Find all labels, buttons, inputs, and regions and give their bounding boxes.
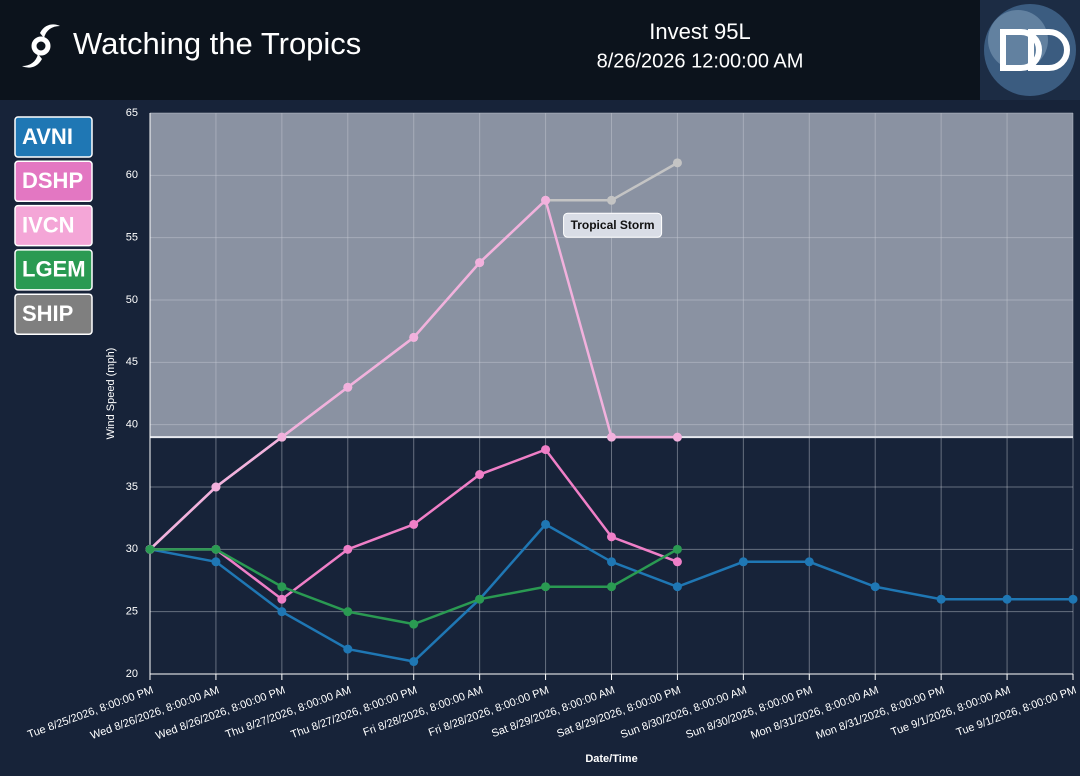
data-point bbox=[145, 544, 155, 554]
data-point bbox=[409, 657, 419, 667]
data-point bbox=[409, 619, 419, 629]
data-point bbox=[277, 582, 287, 592]
data-point bbox=[1068, 594, 1078, 604]
data-point bbox=[738, 557, 748, 567]
data-point bbox=[607, 195, 616, 205]
data-point bbox=[607, 582, 616, 592]
legend-button[interactable]: SHIP bbox=[14, 293, 93, 335]
data-point bbox=[277, 607, 287, 617]
data-point bbox=[672, 158, 682, 168]
data-point bbox=[541, 519, 551, 529]
legend-button-label[interactable]: DSHP bbox=[22, 168, 83, 193]
y-tick-label: 35 bbox=[126, 481, 138, 493]
legend-button-label[interactable]: LGEM bbox=[22, 257, 86, 282]
data-point bbox=[475, 470, 485, 480]
data-point bbox=[211, 482, 221, 492]
y-tick-label: 50 bbox=[126, 294, 138, 306]
annotation-text: Tropical Storm bbox=[571, 218, 655, 232]
y-tick-label: 30 bbox=[126, 543, 138, 555]
legend-button-label[interactable]: AVNI bbox=[22, 124, 73, 149]
storm-name: Invest 95L bbox=[649, 19, 751, 44]
data-point bbox=[211, 557, 221, 567]
data-point bbox=[475, 594, 485, 604]
data-point bbox=[343, 382, 353, 392]
y-tick-label: 65 bbox=[126, 107, 138, 119]
data-point bbox=[343, 544, 353, 554]
tropical-storm-zone bbox=[150, 113, 1073, 438]
legend-button-label[interactable]: SHIP bbox=[22, 301, 73, 326]
legend-button-box[interactable] bbox=[14, 116, 93, 158]
legend-button-box[interactable] bbox=[14, 249, 93, 291]
data-point bbox=[607, 557, 616, 567]
data-point bbox=[409, 332, 419, 342]
y-tick-label: 40 bbox=[126, 419, 138, 431]
data-point bbox=[277, 594, 287, 604]
data-point bbox=[607, 432, 616, 442]
threshold-annotation: Tropical Storm bbox=[563, 212, 663, 238]
y-tick-label: 60 bbox=[126, 169, 138, 181]
annotation-box bbox=[563, 212, 663, 238]
y-tick-label: 55 bbox=[126, 232, 138, 244]
data-point bbox=[277, 432, 287, 442]
app-title: Watching the Tropics bbox=[73, 26, 361, 61]
storm-datetime: 8/26/2026 12:00:00 AM bbox=[597, 50, 804, 72]
data-point bbox=[475, 258, 485, 268]
legend-button[interactable]: DSHP bbox=[14, 160, 93, 203]
legend-button-box[interactable] bbox=[14, 204, 93, 247]
data-point bbox=[672, 544, 682, 554]
data-point bbox=[541, 195, 551, 205]
data-point bbox=[672, 432, 682, 442]
data-point bbox=[804, 557, 814, 567]
y-axis-label: Wind Speed (mph) bbox=[105, 348, 117, 440]
y-tick-label: 45 bbox=[126, 356, 138, 368]
data-point bbox=[672, 557, 682, 567]
data-point bbox=[607, 532, 616, 542]
legend-button-box[interactable] bbox=[14, 293, 93, 335]
data-point bbox=[541, 582, 551, 592]
legend-button-label[interactable]: IVCN bbox=[22, 212, 75, 237]
y-tick-label: 25 bbox=[126, 606, 138, 618]
y-tick-label: 20 bbox=[126, 668, 138, 680]
data-point bbox=[672, 582, 682, 592]
data-point bbox=[211, 544, 221, 554]
legend-button-box[interactable] bbox=[14, 160, 93, 203]
data-point bbox=[936, 594, 946, 604]
hurricane-icon bbox=[22, 24, 60, 68]
data-point bbox=[541, 445, 551, 455]
legend-button[interactable]: AVNI bbox=[14, 116, 93, 158]
x-axis-label: Date/Time bbox=[585, 753, 637, 765]
data-point bbox=[1002, 594, 1012, 604]
legend-button[interactable]: LGEM bbox=[14, 249, 93, 291]
header-bar bbox=[0, 0, 1080, 100]
data-point bbox=[343, 607, 353, 617]
logo bbox=[980, 0, 1080, 100]
data-point bbox=[343, 644, 353, 654]
legend-button[interactable]: IVCN bbox=[14, 204, 93, 247]
data-point bbox=[409, 519, 419, 529]
data-point bbox=[870, 582, 880, 592]
